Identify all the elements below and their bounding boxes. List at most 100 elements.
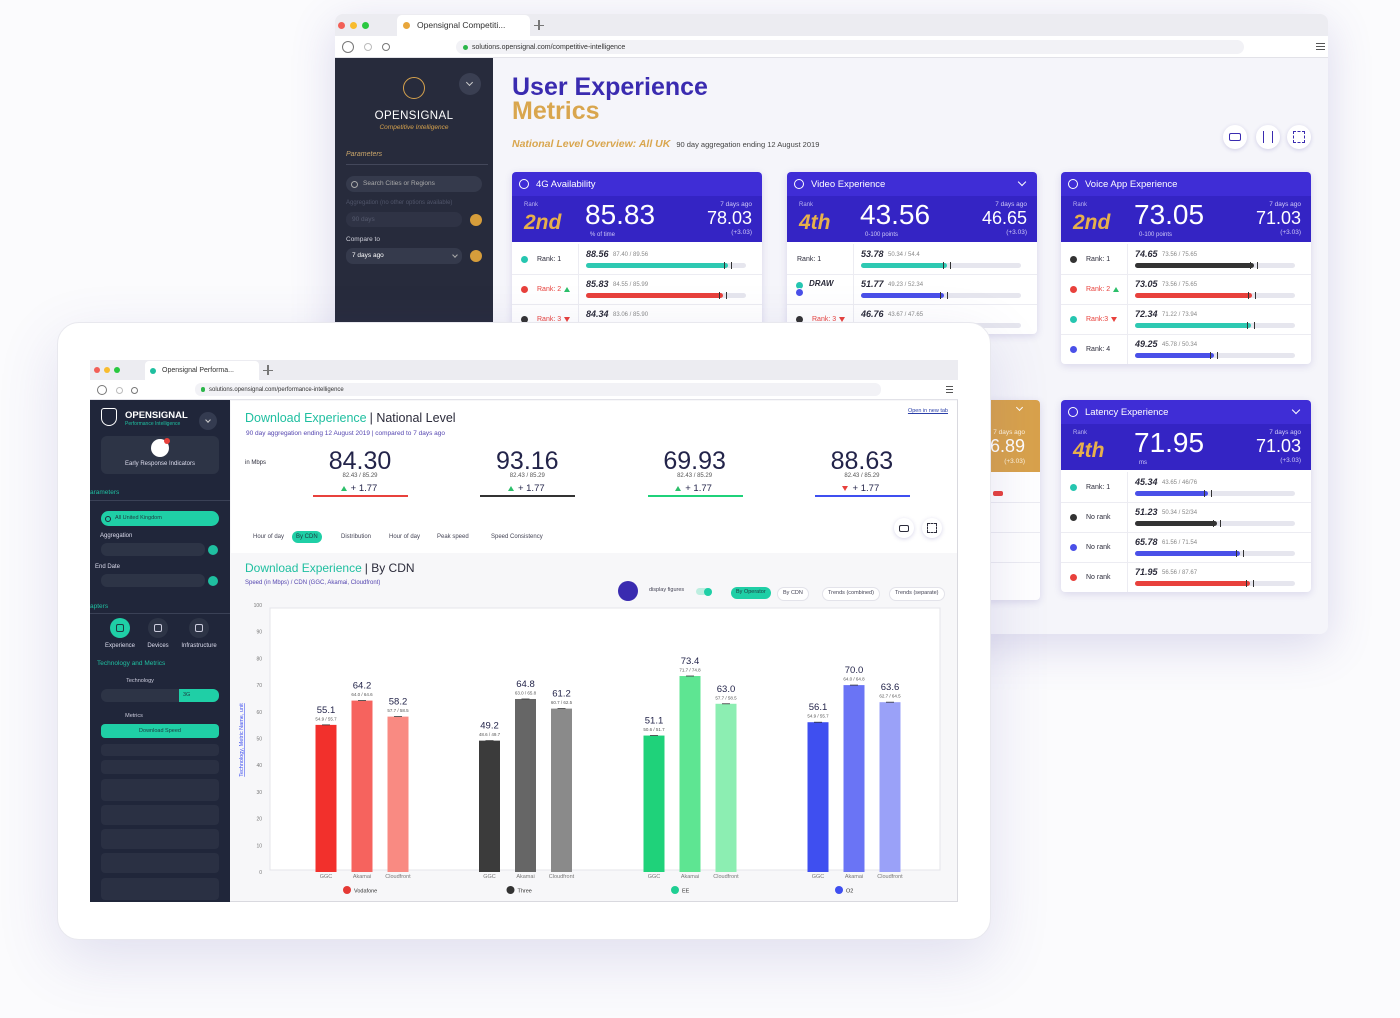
window-control[interactable] [349,21,357,29]
kpi-range: 82.43 / 85.29 [677,473,713,479]
column-divider [1127,274,1128,304]
collapse-button[interactable] [459,73,481,95]
kpi-range: 82.43 / 85.29 [844,473,880,479]
metric-value: Download Speed [139,727,181,734]
row-range: 61.56 / 71.54 [1162,540,1198,546]
kpi-change: + 1.77 [852,483,880,494]
chapter-button[interactable] [148,618,168,638]
compare-label: 7 days ago [720,201,752,208]
menu-line [946,392,953,394]
group-label: O2 [846,889,853,895]
window-control[interactable] [361,21,369,29]
column-divider [1127,562,1128,592]
region-pill[interactable] [101,511,219,526]
search-placeholder: Search Cities or Regions [363,180,435,187]
view-tab[interactable]: Peak speed [437,534,469,540]
rank: 2nd [524,211,562,234]
row-divider [787,304,1037,305]
range-whisker [943,262,952,269]
heading-accent: Download Experience [245,411,367,425]
card-header [787,172,1037,196]
view-tab[interactable]: Speed Consistency [491,534,543,540]
kpi-underline [814,495,910,497]
view-tab[interactable]: By CDN [292,531,322,543]
range-label: 60.7 / 62.5 [551,700,573,705]
card-header [1061,172,1311,196]
lock-icon [462,44,468,50]
view-option[interactable]: Trends (separate) [889,587,945,601]
value-label: 56.1 [809,702,828,713]
tab-bar [90,360,958,380]
compare-value: 6.89 [989,436,1025,456]
forward-button[interactable] [364,43,372,51]
trend-arrow [507,486,514,491]
placeholder-field [101,744,219,756]
compare-value: 78.03 [706,208,752,228]
toolbar-button[interactable] [1287,125,1311,149]
metric-pill[interactable] [101,724,219,738]
toolbar-button[interactable] [1223,125,1247,149]
progress-fill [861,293,944,298]
kpi-value: 84.30 [328,447,392,475]
trend-button[interactable] [618,581,638,601]
collapse-button[interactable] [199,412,217,430]
search-field[interactable] [346,176,482,192]
toolbar-button[interactable] [894,518,914,538]
compare-field[interactable] [346,248,462,264]
url-field[interactable] [456,40,1244,54]
bar [387,716,409,872]
menu-line [1316,46,1325,48]
heading-rest: | National Level [369,411,456,425]
camera-icon [899,524,909,532]
new-tab[interactable] [267,365,269,375]
x-tick-label: Cloudfront [385,874,411,880]
reload-button[interactable] [130,386,138,394]
rank-text: No rank [1086,544,1111,551]
new-tab[interactable] [538,20,540,30]
forward-button[interactable] [115,386,123,394]
rank-text: Rank: 2 [537,286,562,293]
info-icon [208,545,218,555]
end-date-field[interactable] [101,574,205,587]
view-option[interactable]: Trends (combined) [822,587,880,601]
x-tick-label: GGC [812,874,825,880]
row-value: 49.25 [1135,339,1158,349]
brand: OPENSIGNAL [374,110,454,122]
row-value: 65.78 [1135,537,1158,547]
reload-button[interactable] [382,43,390,51]
open-tab-link[interactable]: Open in new tab [907,408,948,414]
back-button[interactable] [342,41,354,53]
chapter-button[interactable] [189,618,209,638]
placeholder-field [101,829,219,849]
progress-track [1135,353,1295,358]
url-field[interactable] [195,383,881,396]
range-label: 57.7 / 58.5 [387,708,409,713]
rank-text: Rank: 1 [537,256,562,263]
window-control[interactable] [114,367,120,373]
view-option[interactable]: By Operator [731,587,771,599]
back-button[interactable] [97,385,107,395]
toggle-knob [704,587,712,596]
aggregation-field[interactable] [101,543,205,556]
toolbar-button[interactable] [1256,125,1280,149]
value-label: 64.2 [353,681,372,692]
tab[interactable] [145,361,259,380]
tab[interactable] [397,15,530,36]
row-range: 45.78 / 50.34 [1162,342,1198,348]
range-whisker [1203,490,1212,497]
window-control[interactable] [337,21,345,29]
progress-track [1135,491,1295,496]
operator-icon [1068,482,1078,492]
window-control[interactable] [104,367,110,373]
view-tab[interactable]: Hour of day [389,534,421,540]
card-panel [1061,196,1311,242]
view-tab[interactable]: Hour of day [253,534,285,540]
chapter-button[interactable] [110,618,130,638]
view-tab[interactable]: Distribution [341,534,372,540]
x-tick-label: GGC [648,874,661,880]
progress-fill [861,263,948,268]
row-value: 71.95 [1135,567,1158,577]
window-control[interactable] [94,367,100,373]
view-option[interactable]: By CDN [777,587,809,601]
